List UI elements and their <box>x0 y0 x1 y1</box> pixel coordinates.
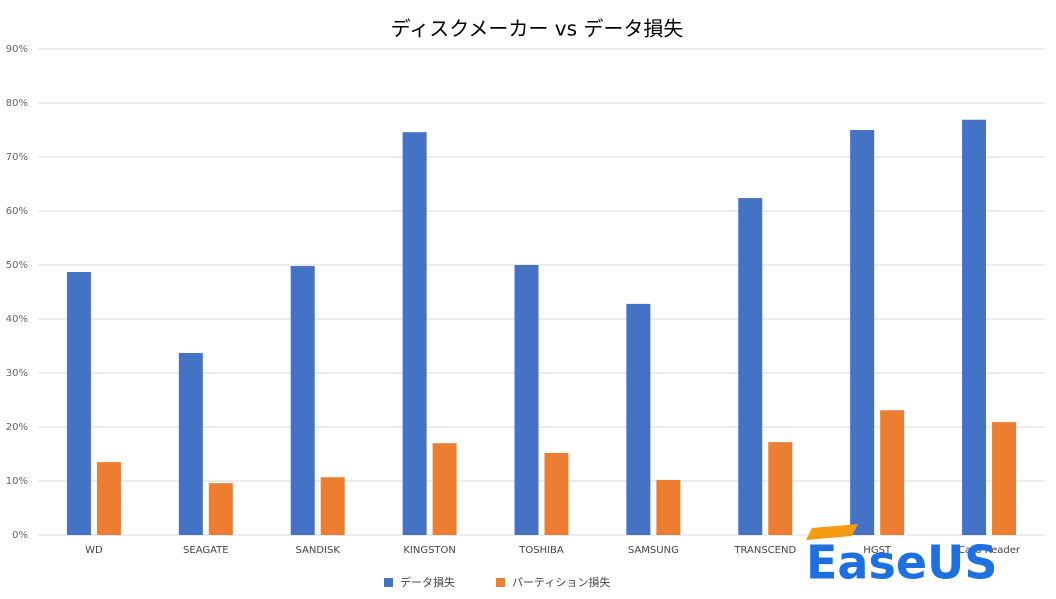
x-tick-label: TRANSCEND <box>733 545 796 556</box>
bar <box>208 483 233 535</box>
x-tick-label: SAMSUNG <box>628 545 679 556</box>
x-tick-label: SEAGATE <box>183 545 229 556</box>
x-tick-label: WD <box>85 545 103 556</box>
bar <box>656 479 681 535</box>
watermark: EaseUS <box>806 536 998 590</box>
bar <box>178 353 203 535</box>
x-tick-label: HGST <box>863 545 892 556</box>
y-tick-label: 60% <box>6 206 28 217</box>
y-tick-label: 50% <box>6 260 28 271</box>
y-tick-label: 30% <box>6 368 28 379</box>
bar <box>66 272 91 535</box>
legend-label: パーティション損失 <box>512 575 610 589</box>
bar <box>402 132 427 535</box>
bar <box>432 443 457 535</box>
y-tick-label: 20% <box>6 422 28 433</box>
legend-swatch <box>496 578 505 587</box>
bar <box>320 477 345 535</box>
legend-swatch <box>384 578 393 587</box>
x-tick-label: TOSHIBA <box>518 545 564 556</box>
bar <box>768 442 793 535</box>
chart-title: ディスクメーカー vs データ損失 <box>391 17 684 41</box>
bar <box>514 265 539 535</box>
x-tick-label: KINGSTON <box>403 545 456 556</box>
bar <box>992 422 1017 535</box>
bar <box>626 303 651 535</box>
x-tick-label: SANDISK <box>296 545 341 556</box>
y-tick-label: 70% <box>6 152 28 163</box>
y-tick-label: 40% <box>6 314 28 325</box>
legend-label: データ損失 <box>400 575 455 589</box>
y-tick-label: 0% <box>12 530 28 541</box>
y-tick-label: 90% <box>6 44 28 55</box>
x-tick-label: Card Reader <box>958 545 1021 556</box>
watermark-accent <box>806 524 858 540</box>
bar <box>290 266 315 535</box>
bar <box>96 462 121 535</box>
bar <box>962 119 987 536</box>
y-tick-label: 10% <box>6 476 28 487</box>
bar <box>544 452 569 535</box>
bar <box>880 410 905 535</box>
bar <box>850 130 875 535</box>
bar <box>738 198 763 536</box>
y-tick-label: 80% <box>6 98 28 109</box>
